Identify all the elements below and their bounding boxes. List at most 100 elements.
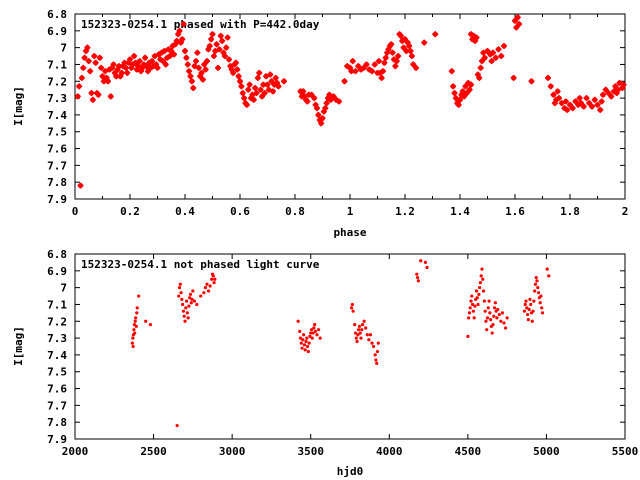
y-tick-label: 7.1 [47,58,67,71]
plot-frame [74,13,626,200]
data-point [95,91,102,98]
data-point [98,64,105,71]
x-tick-label: 4000 [376,445,403,458]
y-tick-label: 7.2 [47,75,67,88]
data-point [448,68,455,75]
y-tick-label: 7.5 [47,366,67,379]
x-tick-label: 1.4 [450,205,470,218]
data-point [180,297,184,302]
data-point [300,346,304,350]
data-point [538,301,542,305]
data-point [177,294,181,298]
data-point [253,90,260,97]
data-point [296,319,300,323]
data-point [469,299,473,303]
data-point [171,51,177,58]
data-point [203,286,208,290]
plot-frame [74,253,626,440]
data-point [356,333,360,337]
y-tick-label: 7.7 [47,399,67,412]
data-point [351,309,355,313]
data-point [374,358,378,362]
data-point [336,98,342,105]
data-point [184,299,189,303]
data-point [350,302,354,307]
data-point [232,59,239,66]
data-point [368,333,373,337]
data-point [353,331,358,335]
data-point [408,53,415,60]
data-point [315,111,322,118]
data-point [154,64,161,71]
data-point [533,289,537,293]
data-point [137,294,141,298]
data-point [472,316,476,320]
data-point [245,86,252,93]
data-point [195,302,199,307]
data-point [536,291,541,295]
data-point [122,64,129,71]
data-point [554,88,561,95]
data-point [492,54,499,61]
data-point [478,286,482,290]
data-point [195,64,202,71]
data-point [451,90,458,97]
x-tick-label: 0 [72,205,79,218]
data-point [182,48,188,54]
data-point [375,349,380,354]
data-point [413,64,419,71]
data-point [474,289,479,293]
data-point [594,101,601,108]
data-point [360,328,364,332]
data-point [529,302,533,307]
data-point [311,95,318,102]
data-point [91,53,98,60]
data-point [223,44,230,51]
data-point [116,63,122,70]
data-point [183,54,190,61]
data-point [501,42,507,49]
data-point [177,286,182,290]
data-point [309,331,313,335]
data-point [187,304,191,308]
y-tick-label: 7.3 [47,92,67,105]
data-point [181,302,185,307]
data-point [234,66,241,73]
x-tick-label: 4500 [455,445,482,458]
data-points [130,259,551,428]
data-point [362,319,366,323]
data-point [493,301,497,305]
data-point [480,267,484,271]
x-tick-label: 1.6 [505,205,525,218]
y-tick-label: 7.9 [47,433,67,446]
data-point [77,182,84,189]
data-point [489,317,493,322]
data-point [482,299,486,303]
data-point [415,275,420,280]
data-point [183,319,187,323]
data-point [468,81,474,88]
y-axis-label: I[mag] [12,326,25,366]
y-tick-label: 6.9 [47,265,67,278]
data-point [481,54,488,61]
data-point [186,68,193,75]
data-point [299,341,303,345]
data-point [191,289,195,293]
data-point [455,101,462,108]
data-point [569,105,576,112]
data-point [267,71,274,78]
data-point [415,272,419,276]
data-point [272,74,279,81]
data-point [206,289,211,293]
data-point [525,312,530,317]
data-point [275,83,282,90]
data-point [363,61,370,68]
data-point [457,96,463,103]
data-point [199,76,206,83]
data-point [149,58,155,65]
data-point [252,85,259,91]
y-tick-label: 7.1 [47,298,67,311]
data-point [367,338,371,342]
